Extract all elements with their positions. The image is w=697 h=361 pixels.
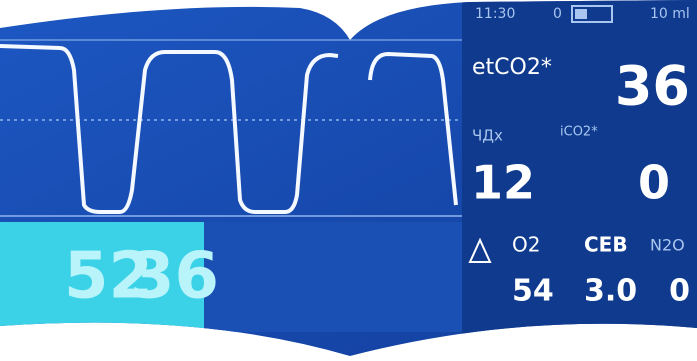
- time: 11:30: [475, 6, 515, 22]
- battery-level: [575, 9, 587, 19]
- ico2-value: 0: [638, 156, 670, 210]
- ceb-label: CEB: [584, 233, 628, 257]
- ceb-value: 3.0: [584, 274, 637, 309]
- lower-right-value: 36: [130, 240, 219, 314]
- etco2-label: etCO2*: [472, 55, 552, 80]
- n2o-value: 0: [669, 274, 690, 309]
- resp-rate-value: 12: [471, 156, 535, 210]
- screen: 52 36 11:30 0 10 ml etCO2* 36 ЧДх iCO2* …: [0, 0, 697, 361]
- resp-rate-label: ЧДх: [472, 127, 503, 145]
- monitor-photo: 52 36 11:30 0 10 ml etCO2* 36 ЧДх iCO2* …: [0, 0, 697, 361]
- o2-value: 54: [512, 274, 554, 309]
- lower-middle-panel: [204, 222, 462, 332]
- ico2-label: iCO2*: [560, 125, 598, 140]
- n2o-label: N2O: [650, 236, 685, 255]
- status-volume: 10 ml: [650, 6, 690, 22]
- etco2-value: 36: [615, 55, 690, 118]
- o2-label: O2: [512, 233, 540, 257]
- status-count: 0: [553, 6, 562, 22]
